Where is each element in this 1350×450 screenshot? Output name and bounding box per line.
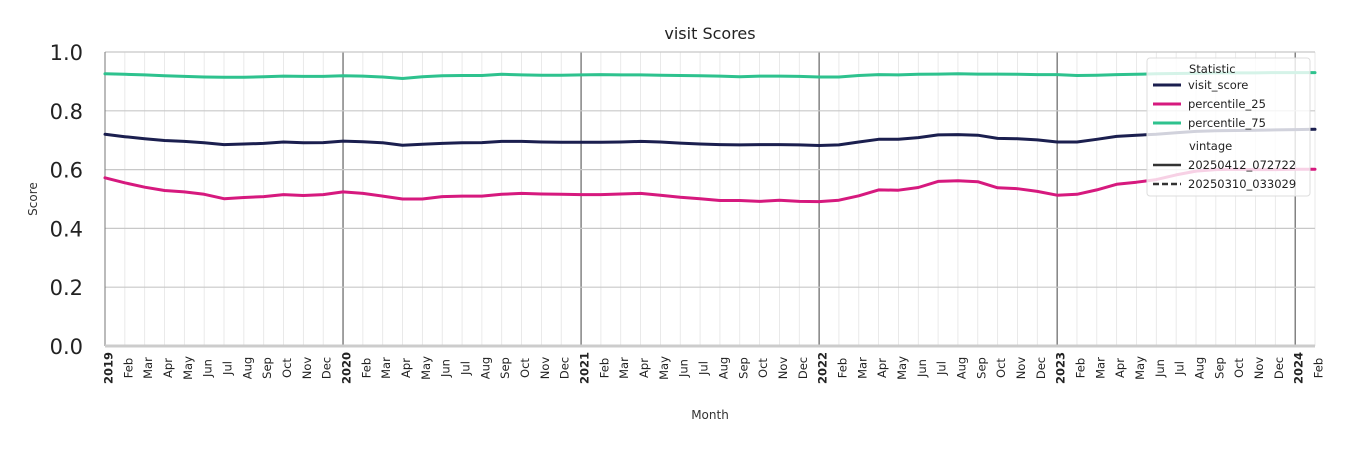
x-tick-month-label: Oct bbox=[756, 358, 770, 378]
x-tick-month-label: Sep bbox=[498, 357, 512, 379]
y-tick-label: 0.6 bbox=[50, 159, 83, 183]
legend-title-statistic: Statistic bbox=[1189, 62, 1236, 76]
x-tick-month-label: Feb bbox=[597, 358, 611, 378]
x-tick-month-label: Mar bbox=[617, 357, 631, 379]
y-tick-label: 0.4 bbox=[50, 217, 83, 241]
legend-box bbox=[1146, 57, 1311, 197]
x-tick-month-label: Mar bbox=[1093, 357, 1107, 379]
x-tick-month-label: Apr bbox=[399, 358, 413, 378]
series-layer bbox=[103, 71, 1317, 204]
x-tick-month-label: Nov bbox=[1014, 357, 1028, 380]
x-tick-month-label: Jun bbox=[915, 359, 929, 378]
legend-item-label: percentile_25 bbox=[1188, 97, 1266, 111]
x-tick-month-label: Jul bbox=[935, 361, 949, 376]
x-tick-month-label: Nov bbox=[1252, 357, 1266, 380]
y-tick-label: 1.0 bbox=[50, 41, 83, 65]
x-tick-year-label: 2022 bbox=[816, 352, 830, 384]
x-tick-month-label: Sep bbox=[260, 357, 274, 379]
x-tick-month-label: Dec bbox=[796, 357, 810, 379]
x-tick-month-label: Jun bbox=[439, 359, 453, 378]
x-tick-month-label: Dec bbox=[320, 357, 334, 379]
x-tick-month-label: Apr bbox=[161, 358, 175, 378]
x-tick-month-label: May bbox=[895, 356, 909, 380]
x-tick-year-label: 2024 bbox=[1292, 352, 1306, 384]
x-tick-month-label: Feb bbox=[835, 358, 849, 378]
x-axis-label: Month bbox=[691, 408, 729, 422]
x-tick-month-label: Dec bbox=[1272, 357, 1286, 379]
legend-vintage-label: 20250310_033029 bbox=[1188, 177, 1296, 191]
x-tick-month-label: Mar bbox=[141, 357, 155, 379]
x-tick-month-label: Aug bbox=[1192, 357, 1206, 379]
axis-layer: 0.0 0.2 0.4 0.6 0.8 1.0 2019 Feb Mar Apr May Jun Jul… bbox=[50, 41, 1326, 384]
x-tick-month-label: Jul bbox=[459, 361, 473, 376]
y-tick-label: 0.8 bbox=[50, 100, 83, 124]
x-tick-month-label: Jun bbox=[1153, 359, 1167, 378]
x-tick-month-label: Aug bbox=[954, 357, 968, 379]
series-line-visit_score bbox=[103, 127, 1317, 147]
x-tick-month-label: Mar bbox=[855, 357, 869, 379]
chart-title: visit Scores bbox=[664, 24, 755, 43]
x-tick-month-label: May bbox=[181, 356, 195, 380]
x-tick-year-label: 2021 bbox=[578, 352, 592, 384]
series-line-percentile_75 bbox=[103, 71, 1317, 80]
legend-item-label: percentile_75 bbox=[1188, 116, 1266, 130]
x-tick-year-label: 2019 bbox=[102, 352, 116, 384]
x-tick-month-label: Jul bbox=[1173, 361, 1187, 376]
x-tick-month-label: Feb bbox=[121, 358, 135, 378]
x-tick-month-label: May bbox=[1133, 356, 1147, 380]
x-tick-month-label: May bbox=[419, 356, 433, 380]
x-tick-month-label: Feb bbox=[1073, 358, 1087, 378]
x-tick-month-label: Apr bbox=[637, 358, 651, 378]
x-tick-month-label: Sep bbox=[974, 357, 988, 379]
x-tick-month-label: Feb bbox=[359, 358, 373, 378]
x-tick-month-label: Nov bbox=[300, 357, 314, 380]
legend-vintage-label: 20250412_072722 bbox=[1188, 158, 1296, 172]
legend-title-vintage: vintage bbox=[1189, 139, 1232, 153]
x-tick-month-label: May bbox=[657, 356, 671, 380]
x-tick-month-label: Jul bbox=[221, 361, 235, 376]
x-tick-month-label: Oct bbox=[994, 358, 1008, 378]
y-axis-label: Score bbox=[26, 182, 40, 216]
x-tick-month-label: Aug bbox=[716, 357, 730, 379]
x-tick-month-label: Nov bbox=[538, 357, 552, 380]
x-tick-month-label: Oct bbox=[518, 358, 532, 378]
x-tick-month-label: Feb bbox=[1312, 358, 1326, 378]
x-tick-month-label: Jul bbox=[697, 361, 711, 376]
x-tick-month-label: Apr bbox=[875, 358, 889, 378]
x-tick-month-label: Oct bbox=[280, 358, 294, 378]
x-tick-month-label: Oct bbox=[1232, 358, 1246, 378]
x-tick-year-label: 2020 bbox=[340, 352, 354, 384]
legend-item-label: visit_score bbox=[1188, 78, 1248, 92]
x-tick-month-label: Mar bbox=[379, 357, 393, 379]
x-tick-month-label: Dec bbox=[558, 357, 572, 379]
y-tick-label: 0.2 bbox=[50, 276, 83, 300]
legend: Statistic visit_score percentile_25percent… bbox=[1146, 57, 1311, 197]
x-tick-month-label: Apr bbox=[1113, 358, 1127, 378]
x-tick-month-label: Nov bbox=[776, 357, 790, 380]
x-tick-month-label: Aug bbox=[478, 357, 492, 379]
x-tick-month-label: Jun bbox=[201, 359, 215, 378]
x-tick-month-label: Aug bbox=[240, 357, 254, 379]
x-tick-month-label: Sep bbox=[1212, 357, 1226, 379]
series-line-percentile_25 bbox=[103, 167, 1317, 204]
x-tick-month-label: Sep bbox=[736, 357, 750, 379]
x-tick-month-label: Jun bbox=[677, 359, 691, 378]
x-tick-year-label: 2023 bbox=[1054, 352, 1068, 384]
x-tick-month-label: Dec bbox=[1034, 357, 1048, 379]
y-tick-label: 0.0 bbox=[50, 335, 83, 359]
